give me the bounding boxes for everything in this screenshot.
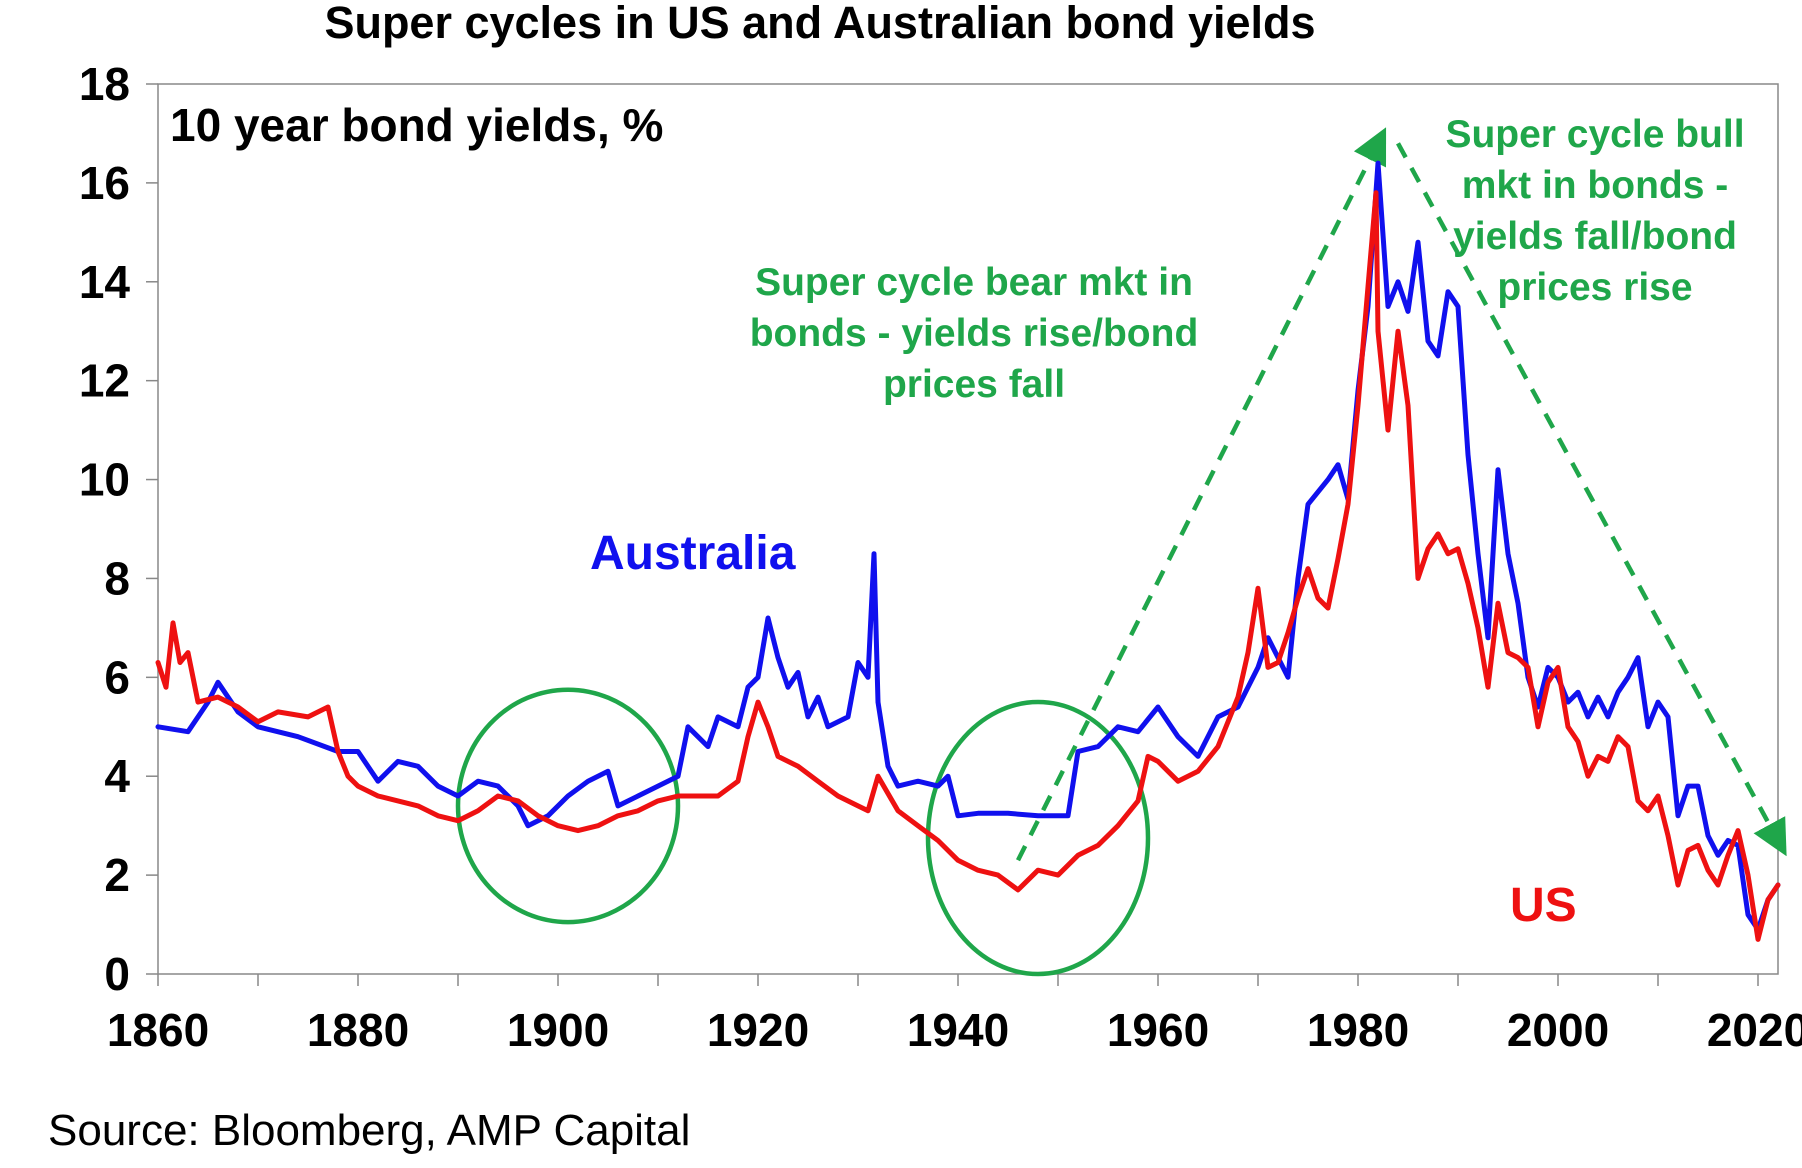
axes: [146, 83, 1779, 986]
series-group: [155, 160, 1781, 942]
y-tick-label: 4: [104, 750, 130, 802]
bull-text-line-2: mkt in bonds -: [1462, 164, 1729, 207]
highlight-circle: [455, 687, 681, 925]
y-tick-label: 12: [79, 355, 130, 407]
highlight-circle: [925, 699, 1151, 977]
bull-text-line-4: prices rise: [1497, 266, 1692, 309]
bull-market-annotation: Super cycle bull mkt in bonds - yields f…: [1445, 113, 1744, 309]
y-tick-label: 18: [79, 58, 130, 110]
x-tick-label: 1920: [707, 1004, 809, 1056]
y-tick-label: 0: [104, 948, 130, 1000]
y-tick-label: 16: [79, 157, 130, 209]
y-tick-label: 10: [79, 454, 130, 506]
chart-subtitle: 10 year bond yields, %: [170, 99, 663, 151]
y-tick-label: 14: [79, 256, 131, 308]
series-line-us: [155, 190, 1781, 942]
chart-title: Super cycles in US and Australian bond y…: [324, 0, 1315, 48]
y-tick-label: 6: [104, 651, 130, 703]
x-tick-label: 1960: [1107, 1004, 1209, 1056]
australia-series-label: Australia: [590, 527, 796, 580]
bull-text-line-1: Super cycle bull: [1445, 113, 1744, 156]
plot-frame: [157, 83, 1779, 975]
series-line-australia: [155, 160, 1781, 932]
x-tick-label: 1860: [107, 1004, 209, 1056]
x-tick-label: 1980: [1307, 1004, 1409, 1056]
x-tick-label: 2000: [1507, 1004, 1609, 1056]
bear-text-line-1: Super cycle bear mkt in: [755, 261, 1193, 304]
x-tick-label: 1880: [307, 1004, 409, 1056]
x-tick-label: 1900: [507, 1004, 609, 1056]
us-series-label: US: [1510, 879, 1577, 932]
bear-text-line-3: prices fall: [883, 363, 1065, 406]
bear-text-line-2: bonds - yields rise/bond: [750, 312, 1199, 355]
source-note: Source: Bloomberg, AMP Capital: [48, 1106, 690, 1155]
tick-labels: 0 2 4 6 8 10 12 14 16 18 1860 1880 1900 1920 1940 1960 1…: [79, 58, 1802, 1056]
bull-arrow: [1396, 142, 1787, 857]
annotations: [455, 127, 1787, 977]
y-tick-label: 2: [104, 849, 130, 901]
bear-arrow: [1015, 127, 1387, 862]
x-tick-label: 1940: [907, 1004, 1009, 1056]
bear-market-annotation: Super cycle bear mkt in bonds - yields r…: [750, 261, 1199, 406]
x-tick-label: 2020: [1707, 1004, 1802, 1056]
bull-text-line-3: yields fall/bond: [1453, 215, 1737, 258]
y-tick-label: 8: [104, 552, 130, 604]
